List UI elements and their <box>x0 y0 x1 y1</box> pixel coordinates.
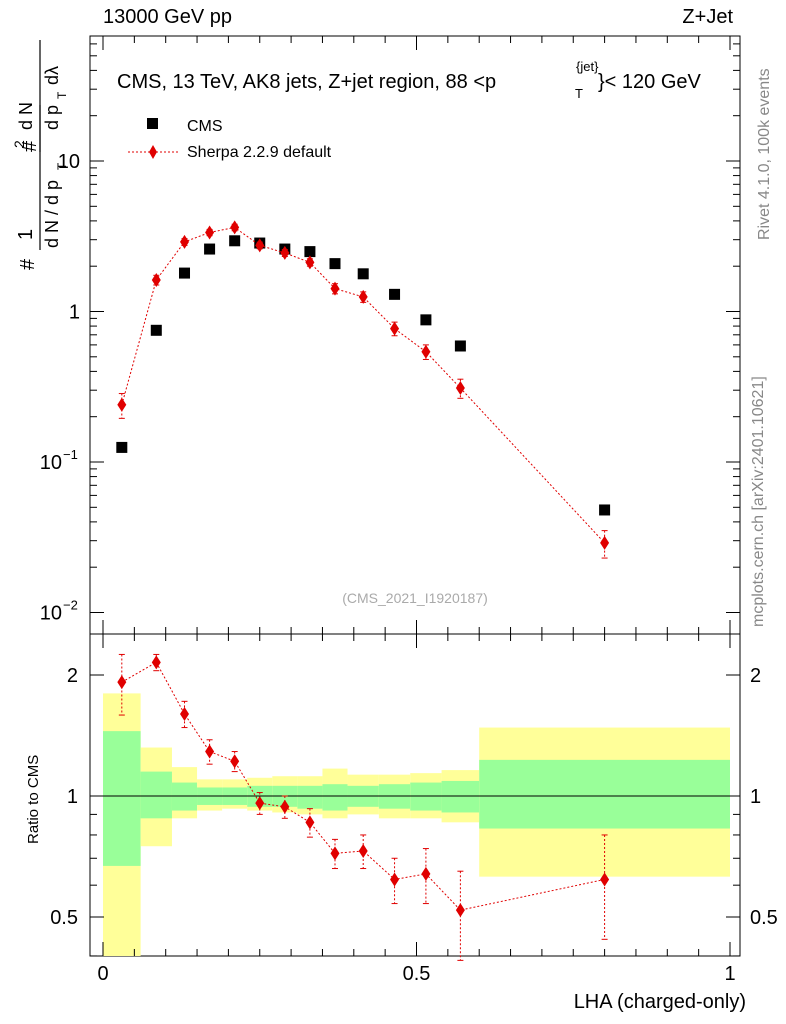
ratio-ytick-label-left: 1 <box>67 786 78 808</box>
main-ytick-label: 10 <box>58 151 80 173</box>
cms-data-point <box>329 258 341 270</box>
cms-data-point <box>357 268 369 280</box>
ratio-ytick-label-right: 2 <box>750 665 761 687</box>
ratio-band-inner <box>441 780 480 813</box>
sherpa-ratio-point <box>180 706 190 721</box>
sherpa-main-point <box>117 397 127 412</box>
sherpa-main-point <box>421 344 431 359</box>
svg-text:dλ: dλ <box>42 66 62 85</box>
legend-mc-marker <box>149 145 157 159</box>
sherpa-ratio-point <box>358 843 368 858</box>
sherpa-main-point <box>390 321 400 336</box>
svg-text:#: # <box>17 258 39 270</box>
cms-data-point <box>204 243 216 255</box>
ratio-ytick-label-right: 0.5 <box>750 907 778 929</box>
data-series <box>116 220 611 961</box>
sherpa-ratio-point <box>280 799 290 814</box>
ratio-ytick-label-left: 2 <box>67 665 78 687</box>
x-axis-label: LHA (charged-only) <box>574 991 746 1013</box>
sherpa-ratio-point <box>305 815 315 830</box>
ratio-ytick-label-right: 1 <box>750 786 761 808</box>
sherpa-main-point <box>305 255 315 270</box>
ratio-band-inner <box>410 782 442 811</box>
main-ytick-exponent: −2 <box>63 598 78 613</box>
svg-text:d N / d p: d N / d p <box>42 180 62 248</box>
ratio-ytick-label-left: 0.5 <box>50 907 78 929</box>
sherpa-main-point <box>600 535 610 550</box>
legend-mc-label: Sherpa 2.2.9 default <box>187 144 332 161</box>
cms-data-point <box>116 441 128 453</box>
sherpa-ratio-point <box>421 866 431 881</box>
sherpa-ratio-point <box>390 872 400 887</box>
ratio-band-inner <box>171 782 198 811</box>
main-ylabel: # 1 d N / d p T # 2 d N d p T dλ <box>11 40 69 270</box>
sherpa-ratio-point <box>600 872 610 887</box>
svg-text:#: # <box>19 140 41 152</box>
x-tick-label: 0.5 <box>403 963 431 985</box>
svg-text:T: T <box>55 91 69 99</box>
sherpa-main-point <box>280 245 290 260</box>
ratio-ylabel: Ratio to CMS <box>25 755 42 844</box>
ratio-band-inner <box>140 771 172 819</box>
plot-title-sup: {jet} <box>576 59 599 74</box>
main-ytick-exponent: −1 <box>63 447 78 462</box>
cms-data-point <box>229 235 241 247</box>
svg-text:T: T <box>55 162 69 170</box>
sherpa-main-point <box>205 225 215 240</box>
sherpa-ratio-point <box>455 903 465 918</box>
sherpa-ratio-point <box>151 655 161 670</box>
sherpa-main-point <box>455 381 465 396</box>
plot-title-sub: T <box>575 86 583 101</box>
sherpa-main-point <box>151 272 161 287</box>
svg-text:d p: d p <box>42 105 62 130</box>
x-tick-label: 1 <box>724 963 735 985</box>
sherpa-main-point <box>180 234 190 249</box>
cms-data-point <box>150 324 162 336</box>
ratio-panel-frame <box>89 633 741 957</box>
plot-title-end: }< 120 GeV <box>598 71 702 93</box>
sherpa-ratio-point <box>117 675 127 690</box>
analysis-watermark: (CMS_2021_I1920187) <box>342 590 488 606</box>
main-ytick-label: 1 <box>69 302 80 324</box>
svg-text:d N: d N <box>16 102 36 130</box>
cms-data-point <box>599 504 611 516</box>
ratio-band-inner <box>322 784 348 811</box>
cms-data-point <box>454 340 466 352</box>
plot-title: CMS, 13 TeV, AK8 jets, Z+jet region, 88 … <box>117 71 496 93</box>
cms-data-point <box>179 267 191 279</box>
main-ytick-label: 10 <box>40 452 62 474</box>
header-energy: 13000 GeV pp <box>103 6 232 28</box>
sherpa-ratio-point <box>255 796 265 811</box>
cms-data-point <box>304 246 316 258</box>
cms-data-point <box>389 288 401 300</box>
cms-data-point <box>420 314 432 326</box>
ratio-band-inner <box>479 759 730 829</box>
legend-cms-label: CMS <box>187 118 223 135</box>
sherpa-main-point <box>230 220 240 235</box>
main-ytick-label: 10 <box>40 603 62 625</box>
sherpa-main-point <box>358 289 368 304</box>
sherpa-main-point <box>255 238 265 253</box>
sherpa-ratio-point <box>205 744 215 759</box>
legend-cms-marker <box>147 118 158 129</box>
sherpa-main-line <box>121 226 605 544</box>
ratio-band-inner <box>103 731 141 866</box>
sherpa-main-point <box>330 281 340 296</box>
ratio-band-inner <box>297 785 323 809</box>
sherpa-ratio-point <box>230 754 240 769</box>
svg-text:2: 2 <box>11 140 27 148</box>
svg-text:1: 1 <box>15 229 37 240</box>
header-process: Z+Jet <box>682 6 733 28</box>
x-tick-label: 0 <box>97 963 108 985</box>
sherpa-ratio-point <box>330 846 340 861</box>
